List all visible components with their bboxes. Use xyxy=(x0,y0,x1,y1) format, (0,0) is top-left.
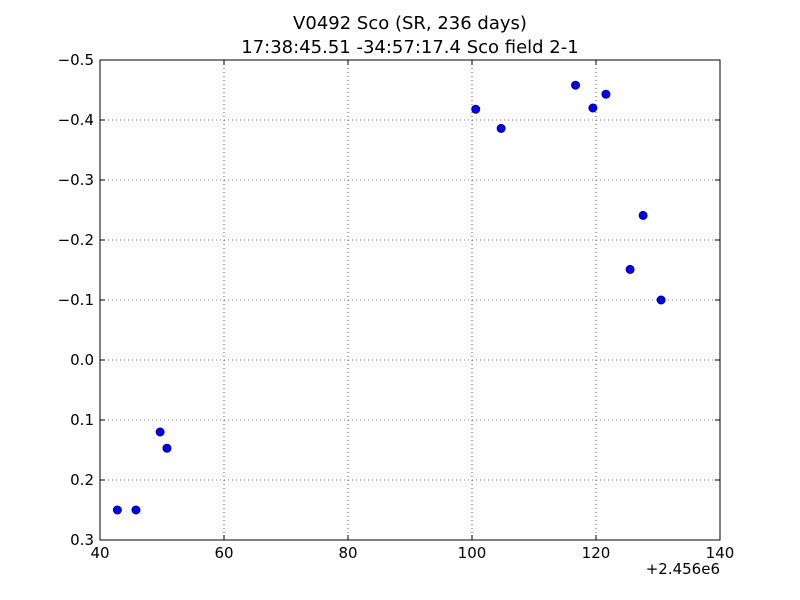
data-point xyxy=(588,103,598,113)
data-point xyxy=(112,505,122,515)
y-tick-label: 0.2 xyxy=(70,471,94,489)
y-tick-label: 0.1 xyxy=(70,411,94,429)
x-tick-label: 120 xyxy=(582,544,611,562)
x-tick-label: 60 xyxy=(214,544,233,562)
data-point xyxy=(601,89,611,99)
data-point xyxy=(131,505,141,515)
y-tick-label: −0.1 xyxy=(58,291,94,309)
y-tick-label: −0.2 xyxy=(58,231,94,249)
grid-lines xyxy=(100,60,720,540)
y-axis: −0.5 −0.4 −0.3 −0.2 −0.1 0.0 0.1 0.2 0.3 xyxy=(58,51,720,549)
chart-title: V0492 Sco (SR, 236 days) xyxy=(293,13,527,34)
y-tick-label: −0.5 xyxy=(58,51,94,69)
y-tick-label: 0.0 xyxy=(70,351,94,369)
x-axis: 40 60 80 100 120 140 xyxy=(90,60,734,562)
y-tick-label: −0.3 xyxy=(58,171,94,189)
x-tick-label: 140 xyxy=(706,544,735,562)
y-tick-label: 0.3 xyxy=(70,531,94,549)
data-points xyxy=(112,80,666,515)
data-point xyxy=(656,295,666,305)
x-tick-label: 40 xyxy=(90,544,109,562)
data-point xyxy=(625,264,635,274)
x-tick-label: 80 xyxy=(338,544,357,562)
chart-subtitle: 17:38:45.51 -34:57:17.4 Sco field 2-1 xyxy=(241,37,578,58)
data-point xyxy=(471,104,481,114)
data-point xyxy=(638,210,648,220)
data-point xyxy=(155,427,165,437)
x-offset-label: +2.456e6 xyxy=(646,560,720,578)
y-tick-label: −0.4 xyxy=(58,111,94,129)
data-point xyxy=(571,80,581,90)
data-point xyxy=(496,123,506,133)
data-point xyxy=(162,443,172,453)
x-tick-label: 100 xyxy=(458,544,487,562)
